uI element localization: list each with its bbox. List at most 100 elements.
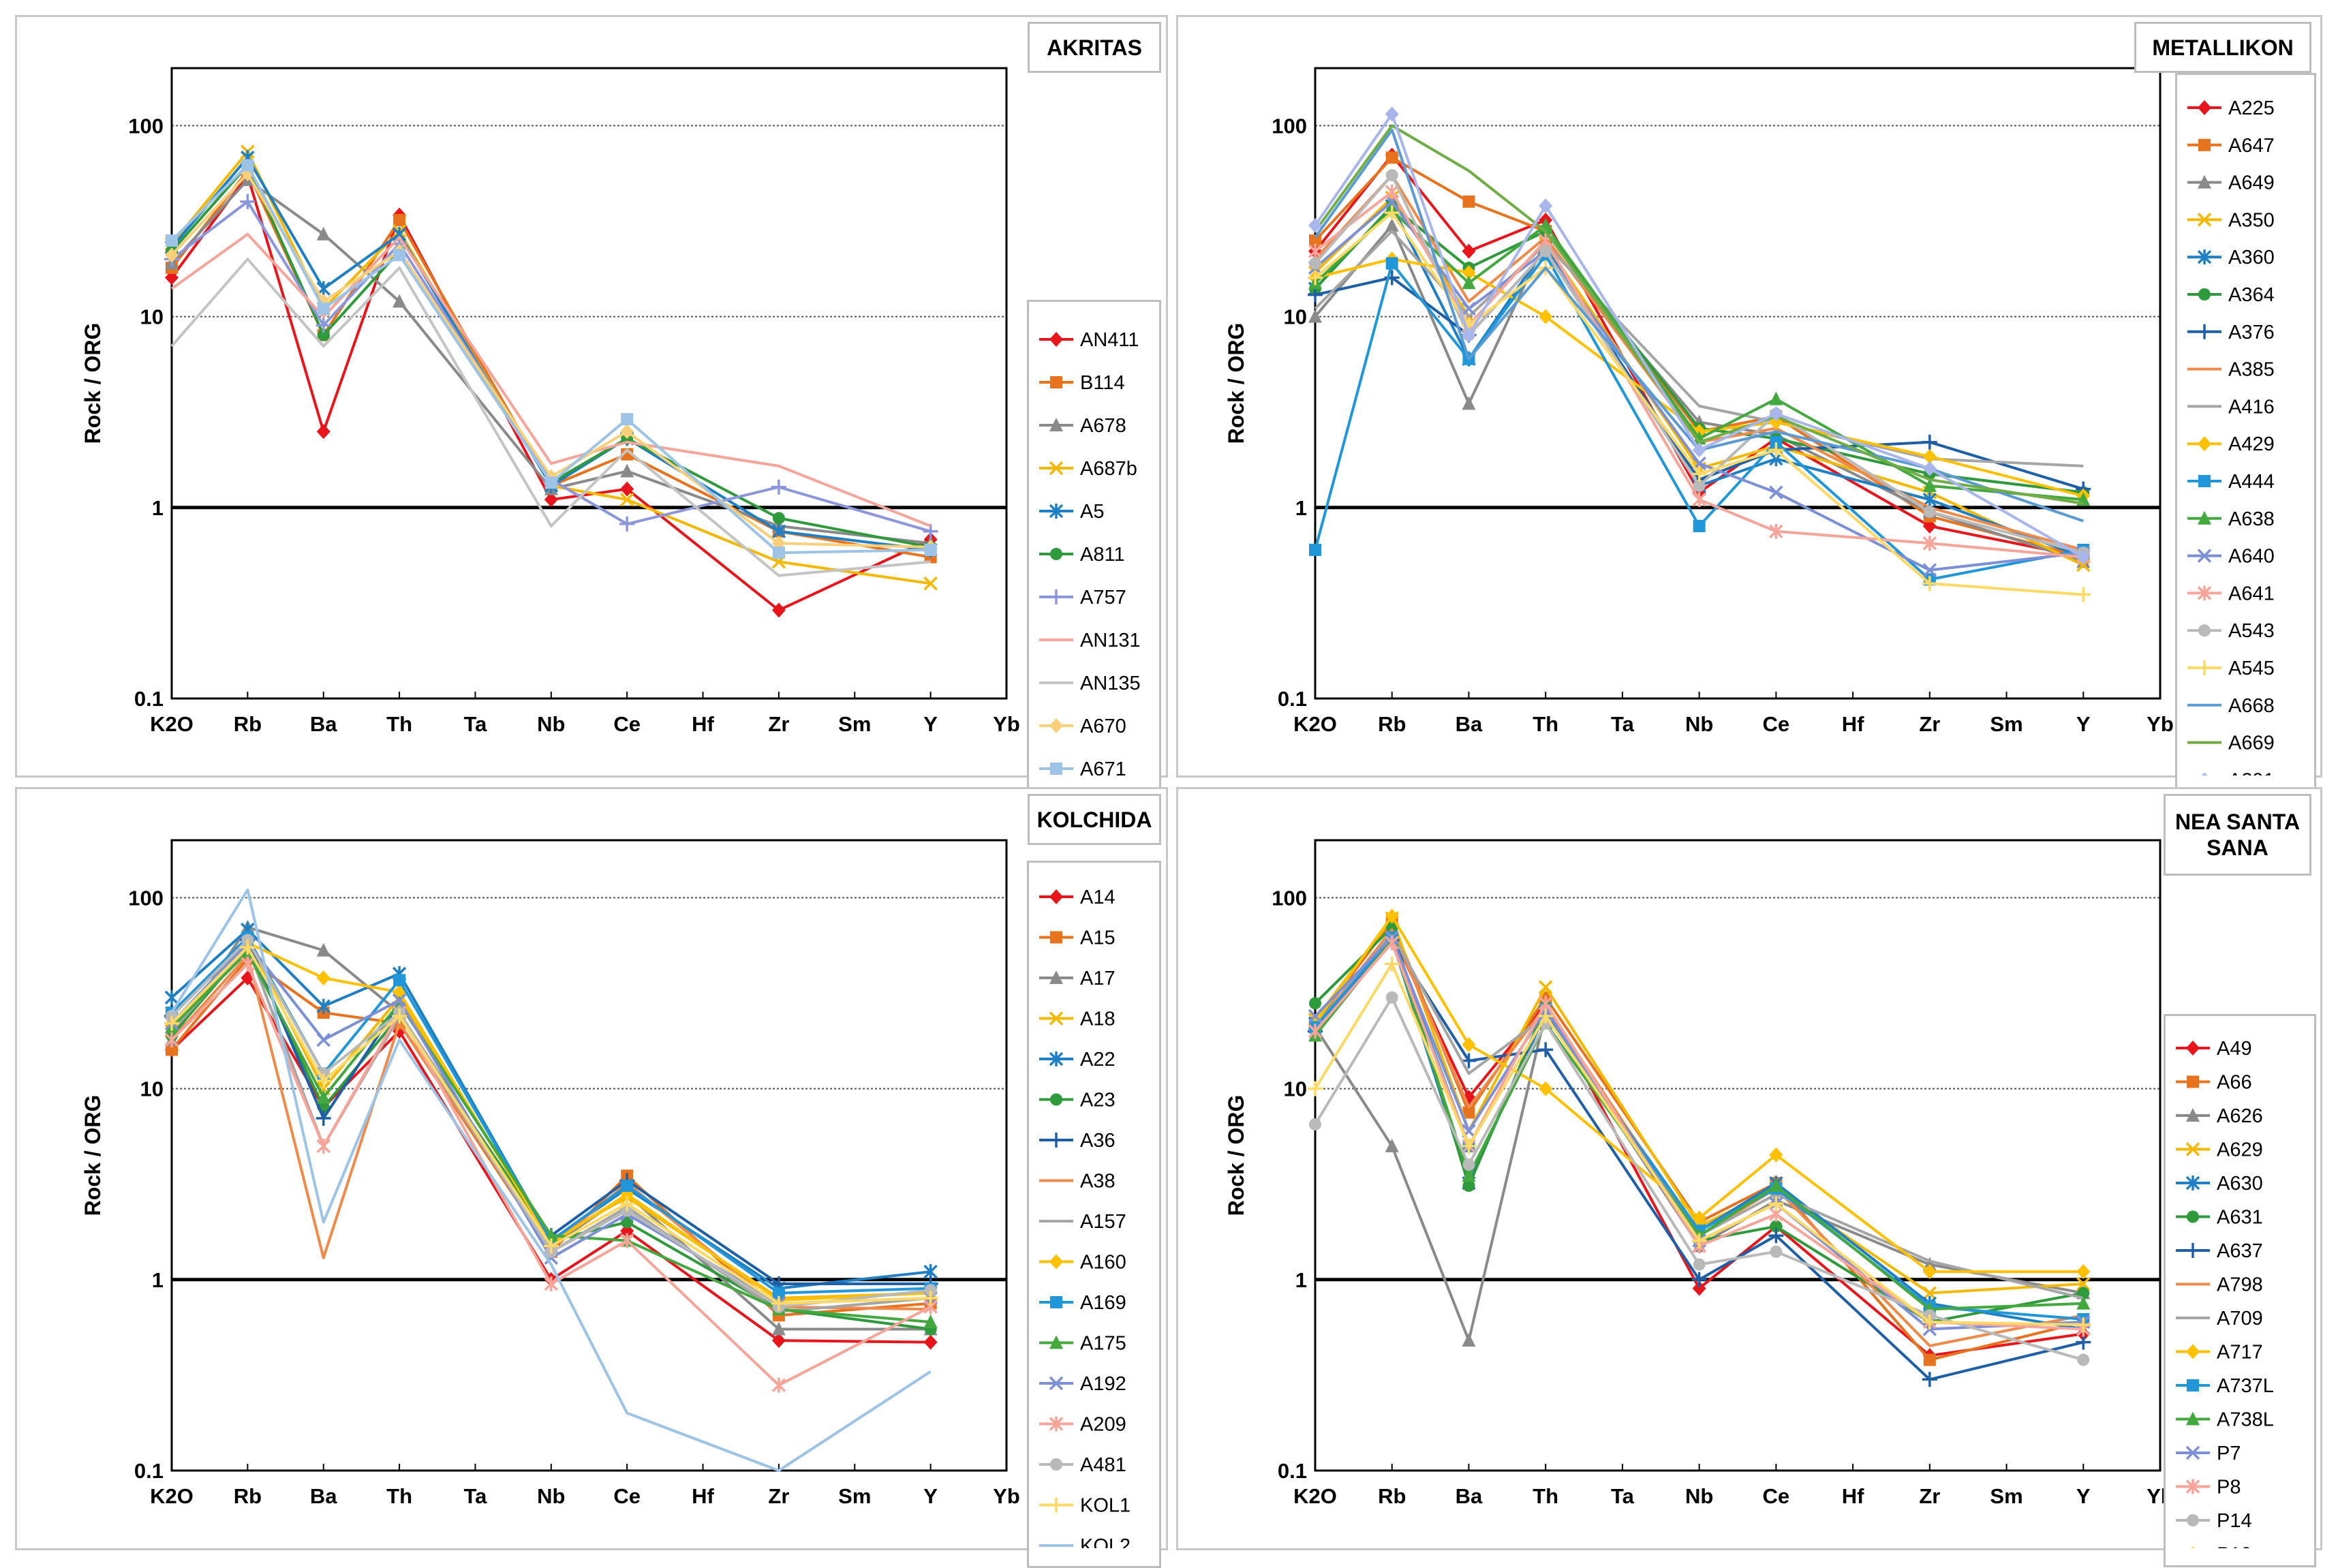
data-point-a811 (772, 512, 785, 525)
legend-label-a15: A15 (1080, 927, 1116, 949)
y-axis-title: Rock / ORG (80, 1095, 105, 1216)
series-line-a209 (170, 962, 932, 1387)
x-tick-label: Hf (1842, 712, 1864, 736)
legend-label-a670: A670 (1080, 716, 1126, 737)
data-point-a671 (772, 547, 785, 559)
data-point-a291 (1769, 406, 1783, 422)
x-tick-label: Ta (1611, 712, 1635, 736)
legend-marker-a626 (2186, 1108, 2200, 1122)
x-tick-label: Y (2076, 712, 2091, 736)
data-point-a678 (393, 294, 407, 308)
series-line-kol1 (170, 946, 931, 1305)
data-point-a360 (1922, 492, 1937, 508)
data-point-a376 (1308, 287, 1323, 303)
data-point-p19 (1384, 956, 1400, 972)
data-point-a738l (2076, 1295, 2091, 1310)
data-point-a638 (1769, 391, 1783, 405)
data-point-p19 (1308, 1081, 1323, 1096)
data-point-a66 (1923, 1353, 1936, 1366)
series-line-b114 (170, 169, 931, 559)
legend-label-a669: A669 (2228, 733, 2275, 754)
legend-label-a640: A640 (2228, 546, 2275, 568)
data-point-kol1 (923, 1290, 938, 1306)
data-point-a670 (165, 247, 179, 263)
data-point-a175 (316, 1090, 330, 1104)
legend-marker-a23 (1050, 1093, 1062, 1106)
legend-label-a22: A22 (1080, 1049, 1116, 1071)
data-point-a638 (1922, 478, 1937, 492)
x-tick-label: Y (923, 1484, 938, 1508)
data-point-a192 (392, 993, 407, 1008)
legend-marker-kol1 (1049, 1497, 1064, 1513)
data-point-a757 (316, 318, 331, 333)
legend-marker-a36 (1049, 1133, 1064, 1148)
legend-marker-a678 (1049, 418, 1063, 431)
legend-marker-a630 (2185, 1175, 2200, 1190)
data-point-a670 (620, 424, 634, 440)
data-point-a717 (1539, 1081, 1553, 1096)
data-point-a640 (1769, 485, 1783, 499)
y-axis-title: Rock / ORG (1224, 323, 1248, 444)
data-point-a429 (1539, 309, 1553, 324)
data-point-a738l (1462, 1168, 1476, 1182)
data-point-a757 (771, 479, 786, 495)
chart-panel-metallikon: 100 10 1 0.1 K2O Rb Ba Th Ta Nb Ce Hf Zr Sm Y Yb Rock / … (1176, 15, 2322, 795)
plot-area (170, 839, 1008, 1472)
legend-marker-a18 (1049, 1011, 1064, 1026)
legend-label-a717: A717 (2217, 1342, 2263, 1364)
data-point-a15 (166, 1043, 178, 1056)
data-point-p8 (1308, 1024, 1323, 1039)
data-point-a637 (2076, 1334, 2091, 1350)
data-point-a637 (1922, 1372, 1937, 1387)
legend-marker-a364 (2198, 288, 2211, 301)
legend-marker-a225 (2198, 100, 2211, 115)
data-point-kol1 (316, 1073, 331, 1088)
data-point-a637 (1691, 1272, 1707, 1287)
legend-label-a757: A757 (1080, 587, 1126, 609)
legend-marker-a629 (2185, 1142, 2200, 1156)
legend-marker-a640 (2197, 549, 2212, 563)
series-line-a14 (170, 977, 931, 1344)
data-point-a49 (1692, 1280, 1706, 1296)
legend-marker-a543 (2198, 624, 2211, 637)
legend-label-a360: A360 (2228, 247, 2275, 268)
data-point-a175 (544, 1228, 558, 1242)
data-point-a444 (1385, 257, 1398, 270)
data-point-a631 (1770, 1220, 1783, 1233)
legend-marker-a291 (2201, 772, 2208, 775)
data-point-a14 (923, 1334, 938, 1350)
y-tick-label: 10 (1284, 1077, 1307, 1101)
data-point-a671 (317, 302, 330, 315)
legend-label-a687b: A687b (1080, 458, 1137, 480)
legend-label-a678: A678 (1080, 415, 1126, 437)
legend-marker-a22 (1049, 1051, 1064, 1066)
series-line-a416 (1314, 230, 2084, 467)
series-line-p19 (1314, 962, 2084, 1327)
legend (2164, 1014, 2316, 1567)
legend-marker-a5 (1049, 504, 1064, 519)
legend-label-a169: A169 (1080, 1292, 1126, 1314)
y-tick-label: 0.1 (1278, 1459, 1307, 1483)
series-line-a376 (1314, 249, 2084, 491)
legend-label-a638: A638 (2228, 508, 2275, 530)
data-point-a626 (1385, 1138, 1399, 1152)
x-tick-label: Hf (1842, 1484, 1864, 1508)
data-point-a291 (2076, 549, 2091, 565)
data-point-an411 (316, 424, 330, 440)
x-tick-label: Sm (838, 712, 871, 736)
data-point-a637 (1461, 1053, 1477, 1069)
legend-label-a543: A543 (2228, 620, 2275, 642)
data-point-a169 (772, 1287, 785, 1300)
legend-marker-a192 (1049, 1376, 1064, 1391)
data-point-a543 (1693, 479, 1706, 492)
legend-label-p8: P8 (2217, 1477, 2241, 1498)
x-tick-label: K2O (150, 1484, 194, 1508)
legend-marker-p19 (2191, 1546, 2194, 1548)
data-point-a647 (1385, 151, 1398, 164)
legend-marker-a49 (2186, 1041, 2200, 1056)
data-point-a545 (1768, 442, 1784, 458)
data-point-p19 (1691, 1233, 1707, 1248)
data-point-p19 (1768, 1196, 1784, 1212)
